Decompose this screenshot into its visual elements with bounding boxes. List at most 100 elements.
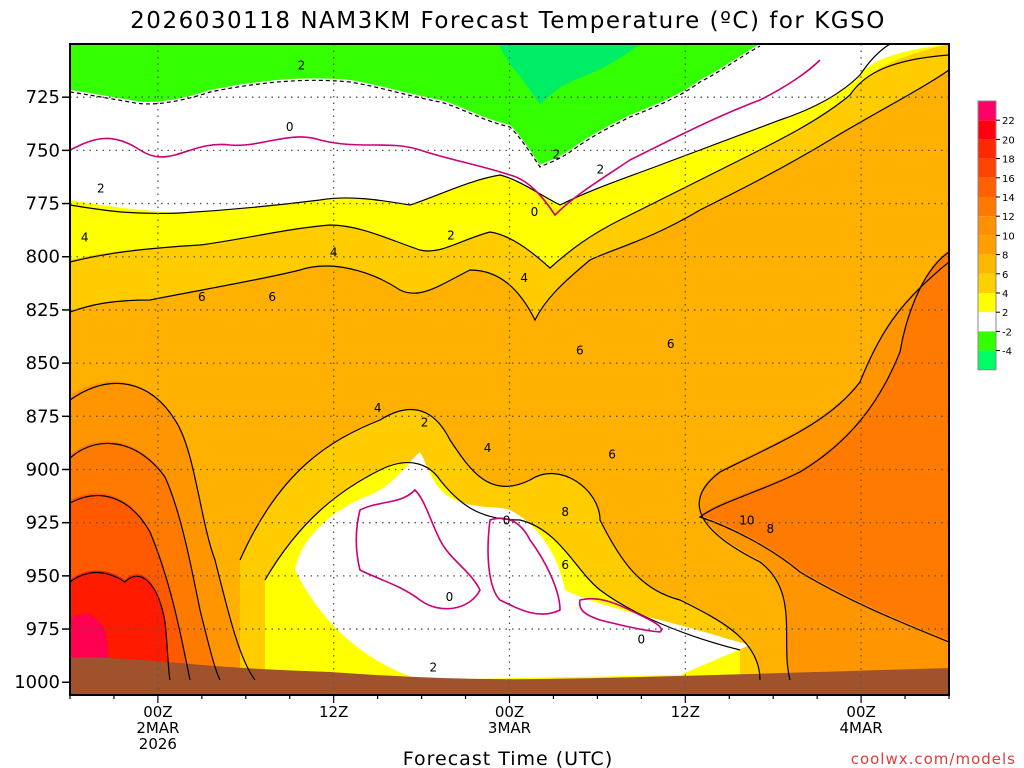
contour-0-lower-b (487, 517, 561, 615)
contour-2-upper (70, 44, 891, 215)
colorbar-label: 14 (1002, 193, 1015, 204)
contour-label: 0 (286, 120, 294, 134)
contour-label: 6 (198, 290, 206, 304)
contour-label: 0 (531, 205, 539, 219)
colorbar-swatch (978, 331, 996, 351)
contour-label: 6 (268, 290, 276, 304)
y-tick-label: 750 (26, 140, 60, 161)
colorbar-label: -4 (1002, 347, 1012, 358)
colorbar-swatch (978, 120, 996, 140)
colorbar-swatch (978, 312, 996, 332)
y-tick-label: 850 (26, 353, 60, 374)
y-tick-label: 950 (26, 566, 60, 587)
colorbar-label: 22 (1002, 116, 1015, 127)
x-tick-label: 2026 (139, 735, 177, 753)
band-minus4 (500, 44, 640, 105)
x-axis-label: Forecast Time (UTC) (403, 748, 613, 768)
contour-label: 6 (667, 337, 675, 351)
x-tick-label: 2MAR (136, 719, 179, 737)
contour-0-lower-a (355, 488, 481, 610)
contour-label: 6 (561, 558, 569, 572)
x-tick-label: 00Z (846, 703, 875, 721)
contour-label: 2 (421, 416, 429, 430)
contour-8-west (70, 382, 256, 681)
contour-label: 4 (520, 271, 528, 285)
contour-label: 8 (766, 522, 774, 536)
colorbar-label: 16 (1002, 174, 1015, 185)
contour-label: 0 (446, 590, 454, 604)
y-tick-label: 800 (26, 247, 60, 268)
x-tick-label: 12Z (319, 703, 348, 721)
colorbar-label: 20 (1002, 135, 1015, 146)
y-tick-label: 825 (26, 300, 60, 321)
colorbar-swatch (978, 139, 996, 159)
y-tick-label: 925 (26, 513, 60, 534)
contour-label: 2 (97, 182, 105, 196)
colorbar-swatch (978, 177, 996, 197)
contour-label: 4 (374, 401, 382, 415)
colorbar-swatch (978, 235, 996, 255)
colorbar-label: 2 (1002, 308, 1008, 319)
colorbar-label: 18 (1002, 155, 1015, 166)
y-tick-label: 1000 (14, 672, 60, 693)
band-10to12 (700, 250, 949, 640)
colorbar-label: 4 (1002, 289, 1008, 300)
contour-label: 8 (561, 505, 569, 519)
colorbar-label: 8 (1002, 251, 1008, 262)
contour-label: 4 (81, 231, 89, 245)
band-0to2-low (295, 452, 750, 680)
contour-label: 6 (608, 448, 616, 462)
contour-label: 0 (503, 514, 511, 528)
colorbar-swatch (978, 197, 996, 217)
ground-surface (70, 657, 949, 695)
contour-4-lower (239, 408, 761, 681)
contour-4-upper (70, 54, 949, 269)
colorbar: 22 20 18 16 14 12 10 8 6 4 2 -2 -4 (977, 100, 1015, 371)
contour-minus2 (70, 45, 761, 168)
contour-label: 10 (739, 514, 754, 528)
contour-label: 2 (597, 163, 605, 177)
contour-label: 2 (553, 148, 561, 162)
y-tick-label: 900 (26, 459, 60, 480)
y-tick-label: 975 (26, 619, 60, 640)
contour-label: 6 (576, 343, 584, 357)
contour-label: 2 (429, 660, 437, 674)
contour-10-west (70, 442, 221, 681)
x-tick-label: 00Z (143, 703, 172, 721)
contour-2-lower (264, 461, 741, 651)
contour-0-upper (70, 59, 821, 217)
x-tick-label: 3MAR (488, 719, 531, 737)
gridlines (70, 44, 949, 695)
contour-8-east (698, 261, 949, 681)
contour-6-upper (70, 69, 949, 322)
contour-zero-lines (70, 59, 821, 633)
colorbar-swatch (978, 273, 996, 293)
contour-16-west (70, 572, 171, 681)
contour-10-east (698, 251, 949, 643)
y-tick-label: 775 (26, 194, 60, 215)
colorbar-label: 12 (1002, 212, 1015, 223)
contour-label: 2 (298, 58, 306, 72)
contour-label: 0 (638, 633, 646, 647)
chart-title: 2026030118 NAM3KM Forecast Temperature (… (130, 8, 886, 34)
contour-negative-lines (70, 45, 761, 168)
colorbar-swatch (978, 254, 996, 274)
colorbar-label: -2 (1002, 327, 1012, 338)
colorbar-swatch (978, 293, 996, 313)
watermark: coolwx.com/models (851, 750, 1016, 768)
contour-label: 4 (484, 441, 492, 455)
colorbar-label: 10 (1002, 231, 1015, 242)
contour-0-lower-c (578, 597, 662, 633)
x-tick-label: 4MAR (840, 719, 883, 737)
colorbar-swatch (978, 350, 996, 370)
x-tick-label: 00Z (495, 703, 524, 721)
colorbar-label: 6 (1002, 270, 1008, 281)
y-tick-label: 875 (26, 406, 60, 427)
contour-12-west (70, 495, 191, 681)
contour-label: 2 (447, 228, 455, 242)
colorbar-swatch (978, 158, 996, 178)
colorbar-swatch (978, 101, 996, 121)
y-tick-label: 725 (26, 87, 60, 108)
